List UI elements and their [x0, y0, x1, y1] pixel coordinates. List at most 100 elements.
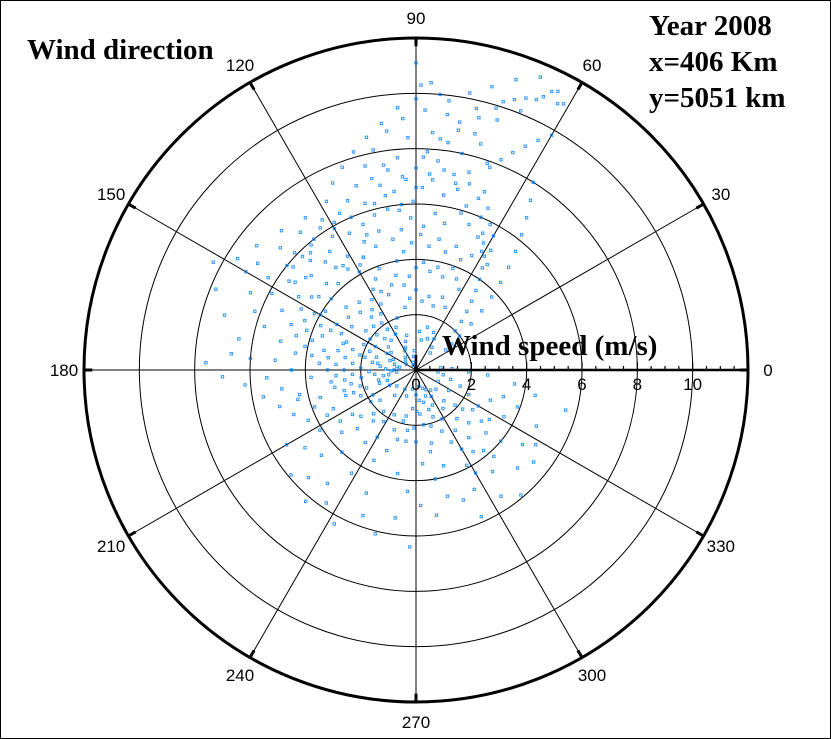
data-point: [481, 241, 486, 245]
data-point: [358, 353, 362, 357]
data-point: [481, 448, 486, 453]
data-point: [406, 136, 410, 140]
data-point: [376, 361, 380, 365]
data-point: [373, 344, 377, 349]
data-point: [323, 309, 328, 313]
data-point: [464, 204, 468, 208]
data-point: [418, 412, 422, 416]
angle-tick-label: 180: [50, 361, 78, 380]
data-point: [456, 187, 460, 192]
data-point: [334, 265, 338, 270]
data-point: [489, 295, 494, 299]
data-point: [385, 448, 389, 453]
data-point: [404, 362, 409, 367]
scatter-points: [204, 61, 568, 549]
data-point: [318, 395, 322, 400]
data-point: [370, 297, 374, 302]
data-point: [332, 226, 337, 231]
data-point: [403, 345, 408, 350]
data-point: [402, 283, 406, 287]
data-point: [512, 382, 517, 386]
data-point: [308, 251, 313, 255]
data-point: [421, 155, 426, 159]
data-point: [391, 237, 395, 241]
data-point: [279, 229, 284, 233]
angle-spoke: [415, 82, 583, 371]
data-point: [454, 277, 459, 281]
data-point: [329, 328, 333, 332]
radial-tick-label: 2: [467, 375, 476, 394]
data-point: [378, 183, 382, 187]
data-point: [306, 475, 311, 480]
data-point: [499, 494, 503, 498]
data-point: [490, 85, 494, 89]
angle-tick-label: 30: [711, 185, 730, 204]
data-point: [414, 185, 418, 190]
data-point: [401, 250, 406, 254]
data-point: [373, 277, 378, 281]
data-point: [494, 106, 498, 110]
angle-tick-label: 240: [226, 666, 254, 685]
data-point: [372, 412, 376, 416]
data-point: [285, 263, 289, 268]
data-point: [501, 99, 505, 104]
data-point: [387, 373, 391, 377]
data-point: [533, 393, 537, 397]
data-point: [351, 361, 355, 365]
data-point: [294, 334, 298, 338]
data-point: [363, 164, 367, 168]
angle-spoke: [249, 369, 417, 658]
data-point: [355, 427, 359, 431]
data-point: [293, 351, 298, 355]
data-point: [320, 218, 324, 222]
data-point: [431, 330, 436, 335]
data-point: [362, 342, 366, 347]
data-point: [289, 368, 294, 372]
data-point: [487, 417, 492, 422]
data-point: [427, 244, 431, 248]
data-point: [549, 133, 554, 137]
data-point: [391, 357, 396, 362]
data-point: [363, 201, 367, 205]
data-point: [346, 267, 350, 271]
data-point: [445, 112, 450, 117]
data-point: [361, 222, 365, 227]
data-point: [289, 473, 293, 477]
data-point: [284, 443, 289, 447]
data-point: [371, 287, 375, 292]
data-point: [438, 137, 442, 141]
data-point: [458, 258, 463, 262]
data-point: [372, 458, 376, 462]
data-point: [350, 412, 355, 417]
data-point: [354, 184, 358, 188]
data-point: [340, 430, 344, 434]
data-point: [425, 337, 430, 341]
data-point: [550, 89, 554, 94]
data-point: [436, 379, 440, 383]
angle-tick-label: 270: [402, 713, 430, 732]
data-point: [428, 269, 432, 274]
data-point: [339, 331, 344, 336]
data-point: [410, 406, 415, 411]
data-point: [368, 337, 372, 341]
data-point: [395, 370, 399, 374]
data-point: [329, 297, 333, 301]
data-point: [414, 440, 418, 444]
data-point: [441, 464, 446, 468]
data-point: [373, 372, 377, 376]
data-point: [386, 207, 390, 211]
data-point: [377, 266, 381, 271]
data-point: [491, 234, 496, 238]
data-point: [419, 83, 423, 87]
data-point: [367, 369, 371, 374]
angular-grid: [84, 38, 748, 702]
data-point: [395, 316, 399, 320]
data-point: [467, 222, 471, 227]
data-point: [266, 275, 270, 280]
data-point: [403, 349, 407, 353]
data-point: [417, 329, 422, 334]
data-point: [389, 369, 393, 373]
data-point: [488, 222, 492, 227]
data-point: [265, 376, 269, 380]
data-point: [359, 376, 363, 380]
